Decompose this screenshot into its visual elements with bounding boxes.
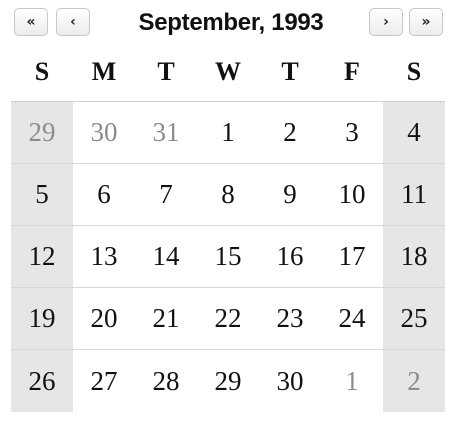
day-cell[interactable]: 24 <box>321 288 383 350</box>
day-cell[interactable]: 26 <box>11 350 73 412</box>
day-cell[interactable]: 2 <box>259 102 321 164</box>
day-cell-other-month[interactable]: 29 <box>11 102 73 164</box>
day-cell[interactable]: 1 <box>197 102 259 164</box>
day-cell[interactable]: 23 <box>259 288 321 350</box>
day-cell[interactable]: 8 <box>197 164 259 226</box>
day-cell[interactable]: 27 <box>90 365 118 396</box>
day-cell[interactable]: 17 <box>321 226 383 288</box>
day-cell[interactable]: 6 <box>73 164 135 226</box>
day-cell[interactable]: 29 <box>214 365 242 396</box>
day-cell[interactable]: 20 <box>73 288 135 350</box>
month-year-title: September, 1993 <box>138 9 324 36</box>
day-cell-other-month[interactable]: 31 <box>135 102 197 164</box>
day-cell-other-month[interactable]: 2 <box>383 350 445 412</box>
day-cell[interactable]: 22 <box>197 288 259 350</box>
weekday-thursday: T <box>281 57 299 86</box>
day-cell-other-month[interactable]: 30 <box>73 102 135 164</box>
day-cell[interactable]: 13 <box>73 226 135 288</box>
day-cell[interactable]: 9 <box>259 164 321 226</box>
next-month-button[interactable]: › <box>369 8 403 36</box>
weekday-wednesday: W <box>215 57 241 86</box>
day-cell[interactable]: 16 <box>259 226 321 288</box>
weekday-sunday: S <box>34 57 50 86</box>
day-cell[interactable]: 10 <box>321 164 383 226</box>
day-cell[interactable]: 4 <box>383 102 445 164</box>
weekday-saturday: S <box>406 57 422 86</box>
day-cell[interactable]: 3 <box>321 102 383 164</box>
day-cell[interactable]: 28 <box>152 365 180 396</box>
day-cell[interactable]: 5 <box>11 164 73 226</box>
day-cell[interactable]: 14 <box>135 226 197 288</box>
weekday-header-row: S M T W T F S <box>11 52 445 92</box>
day-grid: 29 30 31 1 2 3 4 5 6 7 8 9 10 11 12 13 14 15 16 17 18 19 20 21 2… <box>11 101 445 413</box>
prev-month-button[interactable]: ‹ <box>56 8 90 36</box>
day-cell[interactable]: 12 <box>11 226 73 288</box>
day-cell[interactable]: 30 <box>276 365 304 396</box>
day-cell[interactable]: 11 <box>383 164 445 226</box>
day-cell[interactable]: 15 <box>197 226 259 288</box>
day-cell[interactable]: 25 <box>383 288 445 350</box>
weekday-monday: M <box>91 57 117 86</box>
next-year-button[interactable]: » <box>409 8 443 36</box>
day-cell[interactable]: 18 <box>383 226 445 288</box>
day-cell[interactable]: 21 <box>135 288 197 350</box>
weekday-tuesday: T <box>157 57 175 86</box>
day-cell[interactable]: 7 <box>135 164 197 226</box>
prev-year-button[interactable]: « <box>14 8 48 36</box>
weekday-friday: F <box>344 57 360 86</box>
day-cell[interactable]: 19 <box>11 288 73 350</box>
day-cell-other-month[interactable]: 1 <box>345 365 359 396</box>
